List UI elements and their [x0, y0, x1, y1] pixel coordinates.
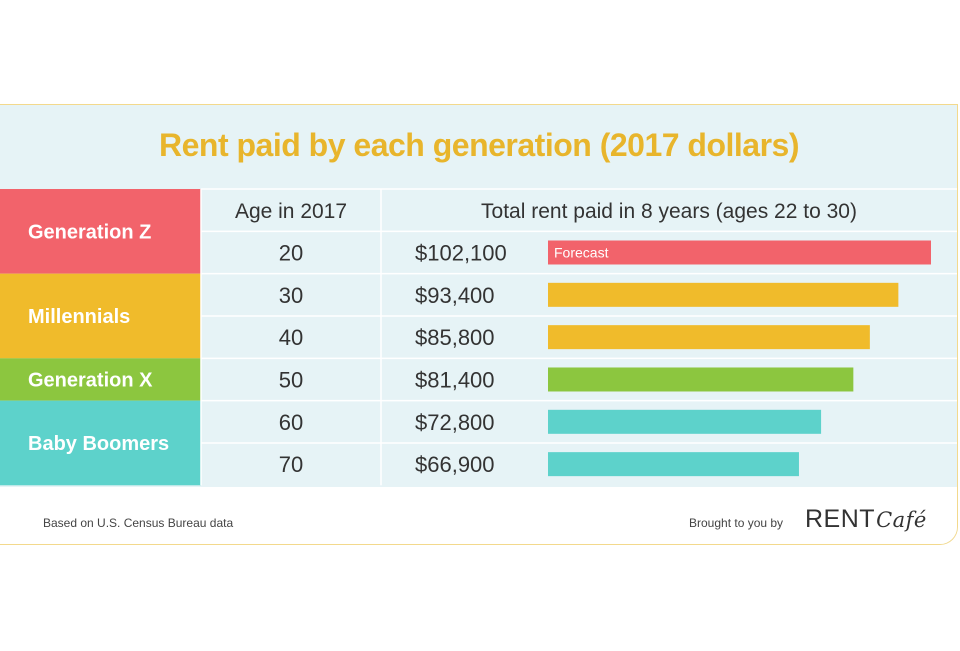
rent-value-label: $81,400: [415, 367, 495, 392]
rent-bar: [548, 240, 931, 265]
rent-bar: [548, 452, 799, 477]
generation-label: Millennials: [28, 306, 130, 328]
logo-rent: RENT: [805, 505, 876, 533]
generation-block: [0, 273, 201, 359]
logo-cafe: Café: [876, 508, 927, 532]
rent-table-chart: Generation Z Millennials Generation X Baby …: [0, 188, 957, 486]
rent-value-label: $102,100: [415, 240, 507, 265]
generation-label: Generation Z: [28, 221, 151, 243]
rent-value-label: $72,800: [415, 410, 495, 435]
generation-block: [0, 189, 201, 274]
rent-bar: [548, 282, 899, 307]
footer: Based on U.S. Census Bureau data Brought…: [0, 487, 957, 544]
brought-by-text: Brought to you by: [689, 516, 784, 530]
generation-block: [0, 358, 201, 401]
age-label: 70: [279, 452, 303, 477]
rent-value-label: $66,900: [415, 452, 495, 477]
rent-bar: [548, 367, 854, 392]
infographic-card: Rent paid by each generation (2017 dolla…: [0, 104, 958, 545]
rent-bar: [548, 325, 870, 350]
age-label: 40: [279, 325, 303, 350]
rent-column-header: Total rent paid in 8 years (ages 22 to 3…: [481, 200, 857, 223]
age-label: 30: [279, 283, 303, 308]
generation-block: [0, 400, 201, 486]
age-column-header: Age in 2017: [235, 200, 347, 223]
rentcafe-logo: RENTCafé: [805, 505, 927, 534]
age-label: 60: [279, 410, 303, 435]
age-label: 20: [279, 240, 303, 265]
rent-bar: [548, 409, 822, 434]
source-note: Based on U.S. Census Bureau data: [43, 516, 234, 530]
age-label: 50: [279, 367, 303, 392]
rent-value-label: $93,400: [415, 283, 495, 308]
generation-label: Baby Boomers: [28, 433, 169, 455]
forecast-annotation: Forecast: [554, 244, 609, 260]
rent-value-label: $85,800: [415, 325, 495, 350]
chart-title: Rent paid by each generation (2017 dolla…: [158, 127, 800, 163]
generation-label: Generation X: [28, 369, 153, 391]
